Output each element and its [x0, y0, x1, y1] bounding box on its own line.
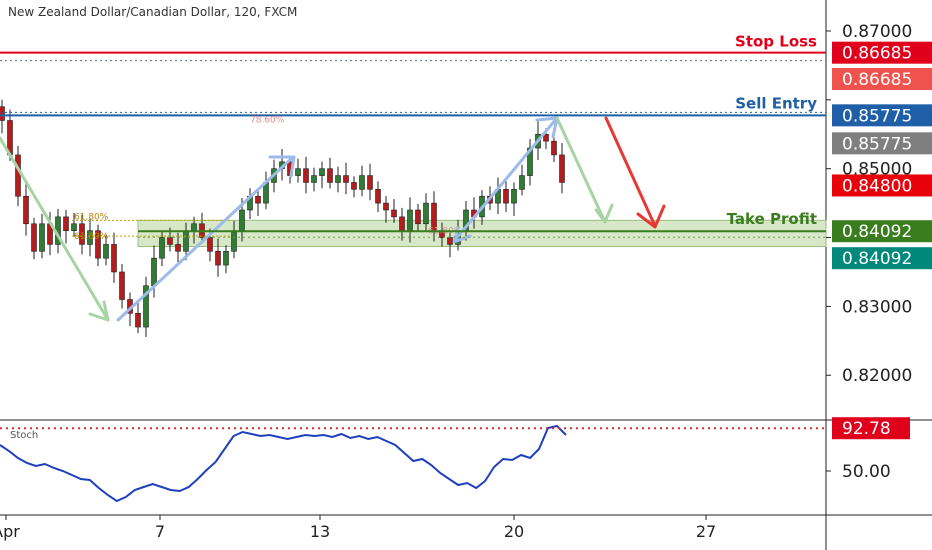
candle-body	[31, 223, 37, 252]
candle-body	[111, 244, 117, 273]
current-price-tag-text: 0.84800	[842, 176, 912, 196]
candle-body	[143, 285, 149, 328]
candle-body	[295, 168, 301, 176]
sell-entry-tag-2-box	[832, 132, 932, 155]
stop-loss-tag	[832, 41, 932, 64]
candle-body	[151, 257, 157, 287]
candle-body	[207, 237, 213, 252]
candle-body	[519, 175, 525, 190]
candle-body	[391, 209, 397, 218]
take-profit-tag-2-box	[832, 247, 932, 270]
x-tick-label: Apr	[0, 522, 20, 541]
stoch-tick-label: 50.00	[842, 462, 891, 482]
candle-body	[71, 223, 77, 231]
y-tick-label: 0.83000	[842, 297, 912, 317]
chart-title: New Zealand Dollar/Canadian Dollar, 120,…	[8, 5, 298, 19]
candle-body	[559, 154, 565, 183]
candle-body	[327, 168, 333, 183]
stop-loss-tag-2-text: 0.86685	[842, 70, 912, 90]
take-profit-tag-2-text: 0.84092	[842, 249, 912, 269]
candle-body	[543, 133, 549, 142]
candle-body	[39, 223, 45, 252]
candle-body	[63, 216, 69, 231]
candle-body	[383, 202, 389, 211]
stop-loss-tag-text: 0.86685	[842, 44, 912, 64]
candle-body	[255, 195, 261, 204]
candle-body	[399, 216, 405, 231]
sell-entry-label: Sell Entry	[735, 94, 817, 112]
candle-body	[551, 140, 557, 156]
stoch-value-text: 92.78	[842, 419, 891, 439]
sell-entry-tag-text: 0.85775	[842, 106, 912, 126]
candle-body	[367, 175, 373, 190]
x-tick-label: 27	[696, 522, 716, 541]
candle-body	[503, 189, 509, 204]
candle-body	[175, 244, 181, 252]
candle-body	[95, 230, 101, 259]
candle-body	[79, 223, 85, 245]
candle-body	[319, 168, 325, 176]
candle-body	[23, 195, 29, 225]
candle-body	[135, 312, 141, 328]
take-profit-tag-text: 0.84092	[842, 222, 912, 242]
candle-body	[335, 175, 341, 183]
swing-arrow-up	[116, 156, 294, 322]
current-price-tag-box	[832, 174, 932, 197]
candle-body	[311, 175, 317, 183]
candle-body	[183, 230, 189, 252]
swing-arrow-up	[453, 116, 559, 242]
candle-body	[191, 223, 197, 231]
candle-body	[159, 237, 165, 259]
x-tick-label: 13	[310, 522, 330, 541]
candle-body	[167, 237, 173, 245]
y-tick-label: 0.87000	[842, 22, 912, 42]
candle-body	[423, 202, 429, 225]
fib-label: 78.60%	[250, 115, 285, 125]
candle-body	[375, 189, 381, 204]
candle-body	[239, 209, 245, 231]
swing-arrow-head	[452, 226, 472, 244]
stop-loss-label: Stop Loss	[735, 33, 817, 51]
y-tick-label: 0.82000	[842, 366, 912, 386]
sell-entry-tag-box	[832, 104, 932, 127]
projection-arrow-head	[636, 204, 666, 229]
candle-body	[415, 209, 421, 225]
x-tick-label: 7	[155, 522, 165, 541]
candle-body	[223, 251, 229, 266]
take-profit-tag-box	[832, 220, 932, 243]
candle-body	[215, 251, 221, 266]
candle-body	[0, 106, 5, 121]
candle-body	[407, 209, 413, 231]
candle-body	[231, 230, 237, 252]
fib-label: 61.80%	[74, 212, 109, 222]
stop-loss-tag-2-box	[832, 68, 932, 91]
swing-arrow-head	[88, 300, 110, 322]
candle-body	[119, 271, 125, 300]
swing-arrow-down	[555, 116, 607, 224]
candle-body	[15, 154, 21, 197]
candle-body	[103, 244, 109, 259]
x-tick-label: 20	[504, 522, 524, 541]
stoch-line	[0, 424, 567, 503]
swing-arrow-down	[0, 136, 110, 322]
candle-body	[359, 175, 365, 190]
candle-body	[351, 182, 357, 190]
candle-body	[87, 230, 93, 245]
stoch-value-tag	[832, 417, 910, 440]
stoch-label: Stoch	[10, 430, 38, 441]
candle-body	[303, 168, 309, 183]
sell-entry-tag-2-text: 0.85775	[842, 134, 912, 154]
swing-arrow-head	[594, 203, 614, 224]
candle-body	[511, 189, 517, 204]
projection-arrow	[604, 116, 657, 228]
candle-body	[343, 175, 349, 183]
fib-label: 61.80%	[74, 232, 109, 242]
take-profit-label: Take Profit	[727, 210, 817, 228]
swing-arrow-head	[268, 155, 296, 178]
candle-body	[447, 237, 453, 245]
